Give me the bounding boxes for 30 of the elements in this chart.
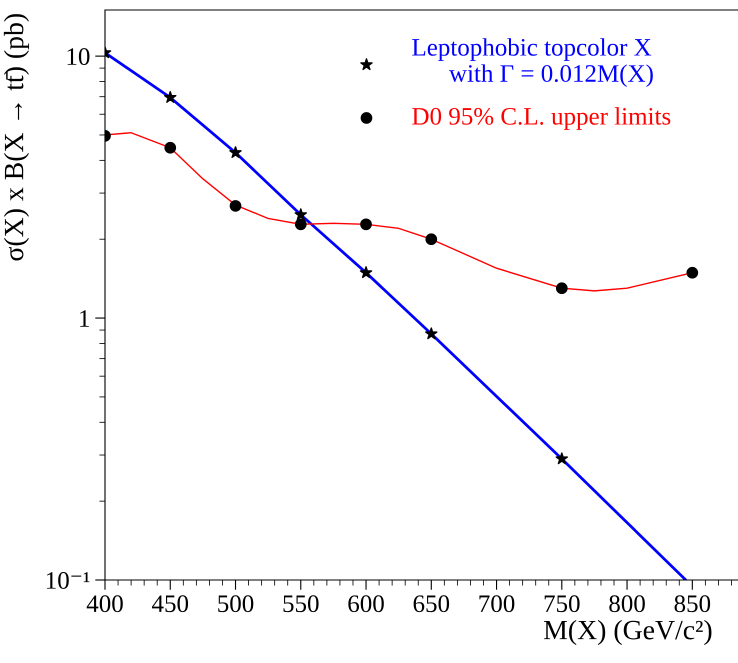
x-tick-label: 450 — [152, 595, 188, 612]
x-tick-label: 500 — [218, 595, 254, 612]
x-axis-title: M(X) (GeV/c²) — [544, 620, 712, 646]
point — [360, 266, 372, 278]
point — [425, 233, 438, 246]
x-tick-label: 650 — [414, 595, 450, 612]
legend-label: Leptophobic topcolor X with Γ = 0.012M(X) — [412, 38, 653, 88]
x-tick-label: 700 — [479, 595, 514, 612]
x-tick-label: 800 — [609, 595, 645, 612]
y-tick-label: 1 — [80, 310, 89, 327]
y-tick-label: 10 — [68, 48, 90, 66]
point — [294, 218, 307, 230]
point — [556, 452, 568, 464]
x-tick-label: 750 — [544, 595, 580, 612]
x-tick-label: 600 — [348, 595, 384, 612]
point — [164, 91, 176, 103]
x-tick-label: 850 — [674, 595, 710, 612]
point — [230, 200, 242, 212]
point — [686, 266, 698, 279]
point — [360, 218, 372, 230]
point — [229, 146, 242, 158]
x-tick-label: 400 — [86, 595, 123, 612]
y-tick-label: 10⁻¹ — [46, 572, 90, 589]
point — [164, 142, 176, 154]
y-axis-title: σ(X) x B(X → tt̄) (pb) — [4, 14, 30, 261]
point — [425, 327, 438, 340]
point — [294, 208, 307, 220]
legend-label: D0 95% C.L. upper limits — [412, 107, 670, 130]
point — [556, 282, 568, 294]
x-tick-label: 550 — [283, 595, 319, 612]
